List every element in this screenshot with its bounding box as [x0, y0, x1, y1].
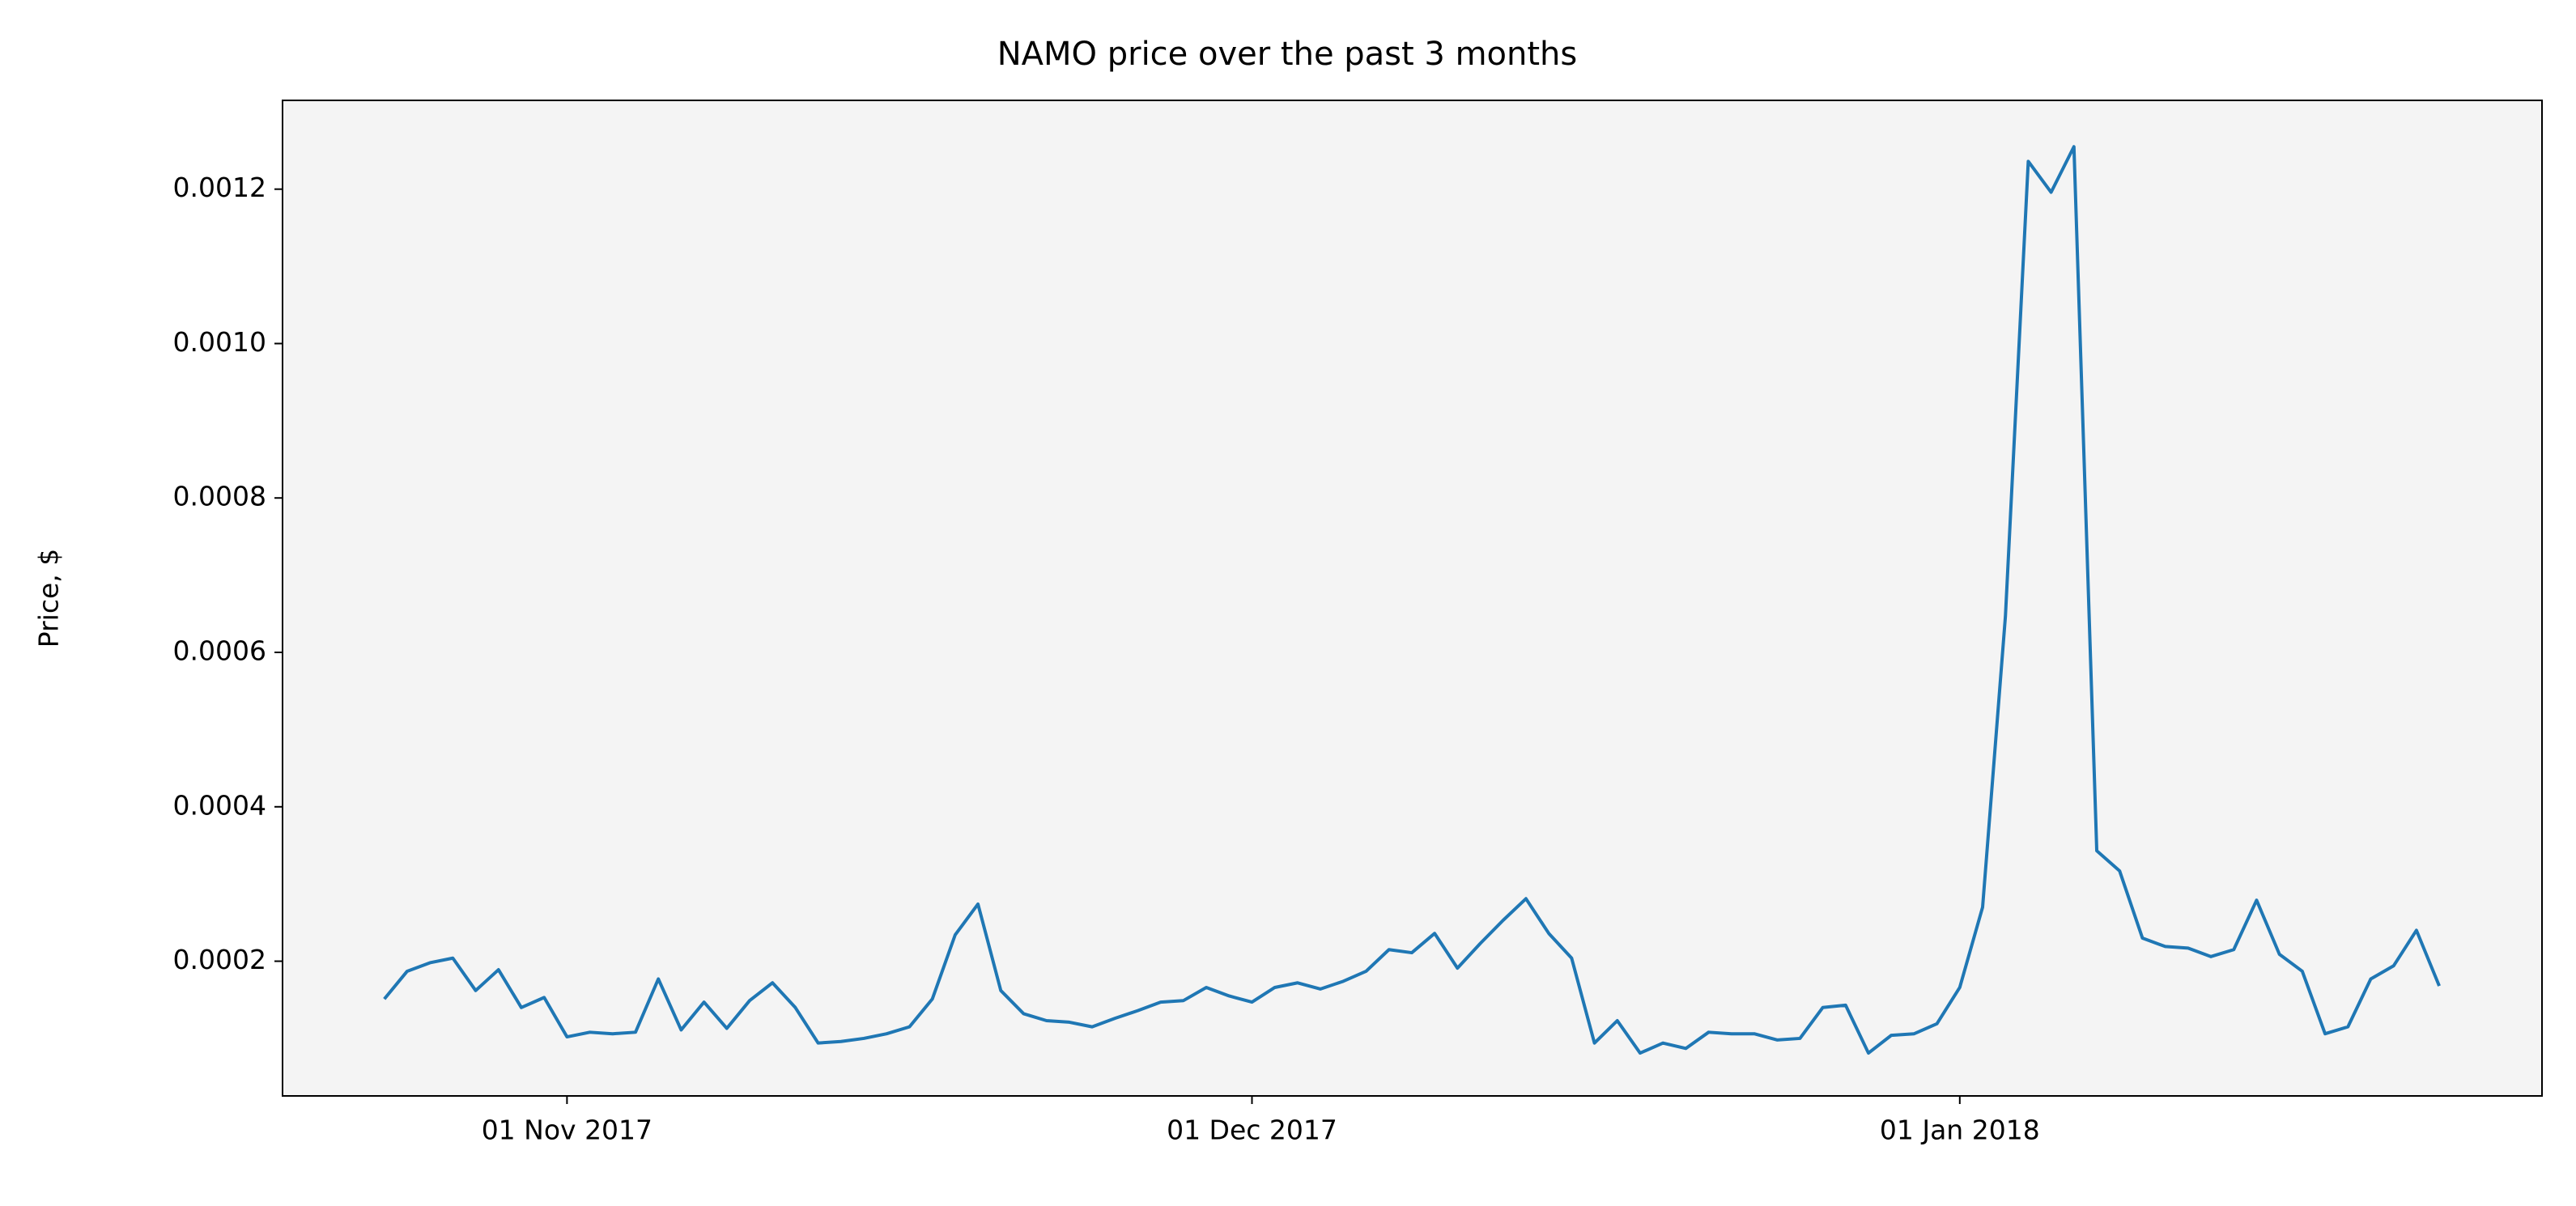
x-tick-label: 01 Dec 2017: [1167, 1115, 1337, 1146]
plot-frame: [282, 100, 2543, 1097]
chart-title: NAMO price over the past 3 months: [997, 36, 1578, 73]
y-tick-label: 0.0006: [173, 635, 266, 667]
y-tick-label: 0.0010: [173, 326, 266, 358]
y-tick-label: 0.0004: [173, 789, 266, 821]
y-tick-label: 0.0008: [173, 481, 266, 512]
plot-background: [283, 100, 2542, 1096]
x-tick-label: 01 Nov 2017: [482, 1115, 653, 1146]
x-tick-label: 01 Jan 2018: [1880, 1115, 2040, 1146]
y-axis-label: Price, $: [33, 549, 65, 648]
price-line: [383, 145, 2441, 1055]
y-tick-label: 0.0002: [173, 944, 266, 975]
y-tick-label: 0.0012: [173, 172, 266, 203]
